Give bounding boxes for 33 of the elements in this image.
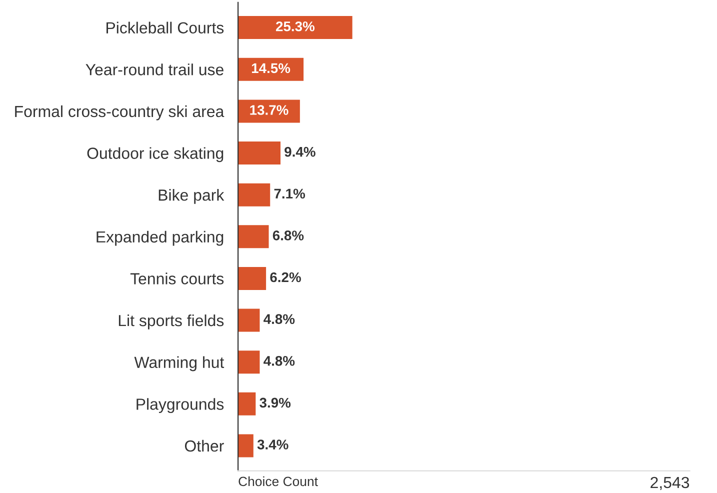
data-label: 25.3% <box>276 21 315 32</box>
data-label: 14.5% <box>252 63 290 74</box>
data-label: 6.8% <box>272 230 304 240</box>
y-tick-label: Bike park <box>158 189 224 204</box>
data-label: 3.4% <box>257 440 288 450</box>
y-tick-label: Pickleball Courts <box>106 22 224 34</box>
data-label: 13.7% <box>250 105 288 115</box>
data-label: 6.2% <box>270 272 301 282</box>
y-tick-label: Warming hut <box>134 356 224 372</box>
bar <box>238 225 269 248</box>
y-tick-label: Lit sports fields <box>118 314 224 330</box>
y-tick-label: Other <box>184 440 224 452</box>
bar <box>238 142 281 165</box>
bar <box>238 183 270 206</box>
bar <box>238 16 352 40</box>
data-label: 3.9% <box>260 398 291 408</box>
y-tick-label: Playgrounds <box>136 398 224 414</box>
data-label: 4.8% <box>264 356 295 366</box>
y-tick-label: Year-round trail use <box>86 64 224 76</box>
text: 2,543 <box>650 476 690 490</box>
bar <box>238 350 260 374</box>
y-tick-label: Formal cross-country ski area <box>15 105 224 120</box>
bar <box>238 266 266 290</box>
data-label: 4.8% <box>264 314 295 324</box>
data-label: 9.4% <box>284 146 316 157</box>
bar <box>238 392 256 416</box>
bar <box>238 434 254 458</box>
y-tick-label: Expanded parking <box>96 230 224 246</box>
data-label: 7.1% <box>274 188 306 199</box>
bar <box>238 308 260 332</box>
y-tick-label: Outdoor ice skating <box>87 147 224 162</box>
y-tick-label: Tennis courts <box>130 272 224 284</box>
text: Choice Count <box>238 476 318 486</box>
